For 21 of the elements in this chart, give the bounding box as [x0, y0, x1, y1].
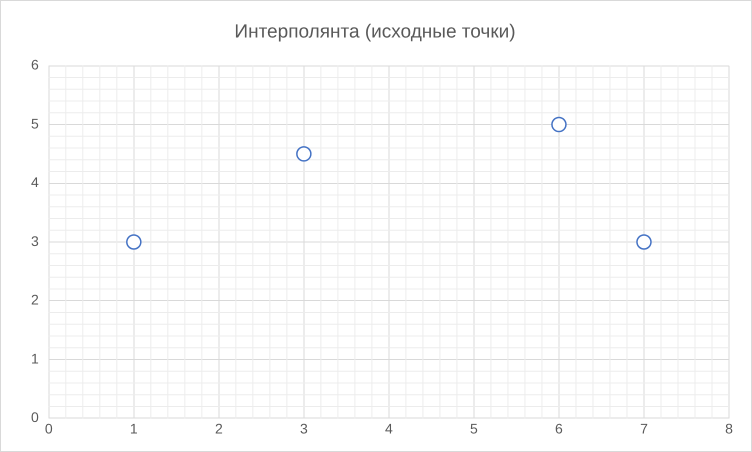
y-tick-label: 1 [30, 350, 39, 366]
y-tick-label: 2 [30, 292, 39, 308]
y-tick-label: 3 [30, 232, 39, 249]
point [636, 234, 652, 250]
point [126, 234, 142, 250]
point [551, 116, 567, 132]
x-tick-label: 7 [640, 420, 648, 436]
chart-title: Интерполянта (исходные точки) [234, 22, 516, 43]
y-tick-label: 0 [30, 409, 39, 426]
x-tick-label: 5 [470, 420, 478, 436]
y-tick-label: 6 [30, 56, 39, 73]
x-tick-label: 2 [214, 420, 223, 436]
x-tick-label: 8 [725, 420, 734, 436]
x-tick-label: 0 [44, 420, 53, 436]
x-tick-label: 6 [555, 420, 564, 436]
x-tick-label: 3 [300, 420, 308, 436]
y-tick-label: 5 [30, 115, 39, 132]
point [296, 146, 312, 162]
x-tick-label: 1 [130, 420, 138, 436]
y-tick-label: 4 [30, 174, 39, 190]
x-tick-label: 4 [384, 420, 393, 436]
